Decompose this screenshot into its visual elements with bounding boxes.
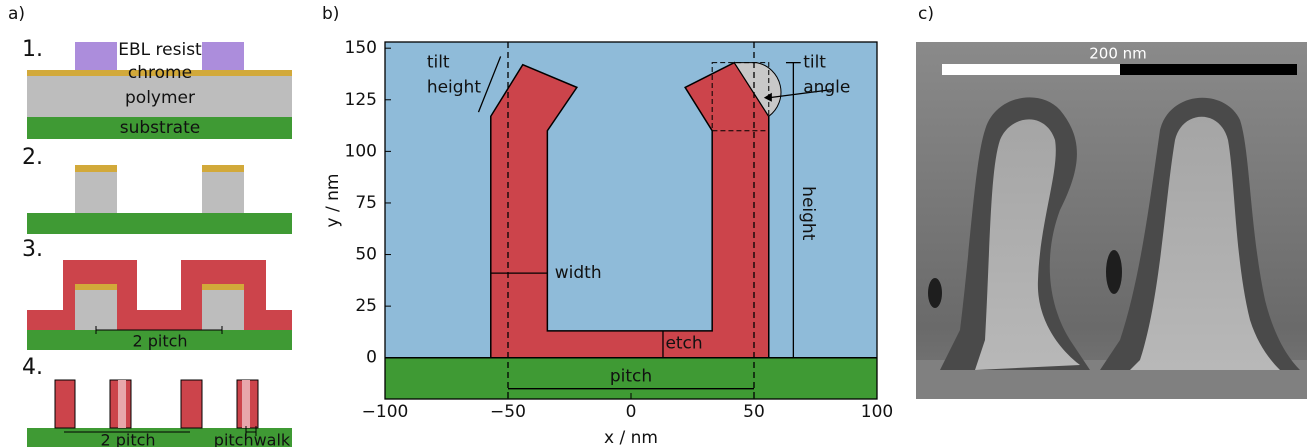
fin-shift xyxy=(118,380,126,428)
sem-void xyxy=(928,278,942,308)
scale-bar xyxy=(942,64,1120,75)
panel-b: b) tilt height width etch pitch height tilt ang… xyxy=(322,4,893,447)
annotation: tilt xyxy=(427,53,450,73)
layer-label: chrome xyxy=(128,63,192,83)
y-axis-label: y / nm xyxy=(323,174,343,228)
x-axis-label: x / nm xyxy=(604,428,658,447)
x-tick-label: 50 xyxy=(743,402,765,422)
pitch-label: 2 pitch xyxy=(132,332,187,351)
y-tick-label: 75 xyxy=(355,193,377,213)
y-tick-label: 25 xyxy=(355,296,377,316)
fin xyxy=(180,379,203,429)
chrome-layer xyxy=(27,70,292,76)
pillar xyxy=(202,290,244,330)
coating xyxy=(27,260,292,330)
panel-label: b) xyxy=(322,4,339,24)
annotation: angle xyxy=(803,77,850,97)
y-tick-label: 125 xyxy=(345,90,377,110)
fin xyxy=(54,379,76,429)
layer-label: EBL resist xyxy=(118,40,202,60)
pillar xyxy=(75,290,117,330)
x-tick-label: −100 xyxy=(362,402,409,422)
x-tick-label: 100 xyxy=(861,402,893,422)
annotation: pitch xyxy=(610,366,652,386)
layer-label: substrate xyxy=(120,118,200,138)
x-tick-label: 0 xyxy=(626,402,637,422)
annotation: height xyxy=(798,186,818,241)
sem-void xyxy=(1106,250,1122,294)
chrome xyxy=(202,284,244,290)
resist xyxy=(75,42,117,70)
substrate xyxy=(27,117,292,139)
annotation: height xyxy=(427,77,482,97)
pitchwalk-label: pitchwalk xyxy=(214,431,291,447)
annotation: etch xyxy=(665,333,702,353)
layer-label: polymer xyxy=(125,88,195,108)
step-number: 2. xyxy=(22,145,43,170)
step-number: 3. xyxy=(22,237,43,262)
substrate xyxy=(27,428,292,447)
step-number: 4. xyxy=(22,355,43,380)
fin-shift xyxy=(242,380,250,428)
tilt-angle-arrow xyxy=(768,88,833,99)
y-tick-label: 0 xyxy=(366,348,377,368)
pillar xyxy=(75,172,117,213)
pitch-bracket xyxy=(64,426,257,436)
substrate xyxy=(27,213,292,234)
annotation: tilt xyxy=(803,53,826,73)
substrate-region xyxy=(385,357,877,399)
y-tick-label: 100 xyxy=(345,141,377,161)
annotation: width xyxy=(555,263,602,283)
pitch-label: 2 pitch xyxy=(100,431,155,447)
arrow-head xyxy=(763,92,772,102)
chrome xyxy=(75,284,117,290)
scale-label: 200 nm xyxy=(1089,45,1147,63)
polymer-layer xyxy=(27,76,292,117)
panel-a: a) 1. EBL resist chrome polymer substrat… xyxy=(8,4,292,447)
y-tick-label: 150 xyxy=(345,38,377,58)
chrome xyxy=(75,165,117,172)
y-tick-label: 50 xyxy=(355,245,377,265)
sem-pillar xyxy=(975,119,1080,370)
pitch-bracket xyxy=(95,326,223,334)
panel-c: c) 200 nm xyxy=(916,4,1307,399)
panel-label: a) xyxy=(8,4,25,24)
panel-label: c) xyxy=(918,4,934,24)
substrate xyxy=(27,330,292,350)
scale-bar xyxy=(1120,64,1297,75)
resist xyxy=(202,42,244,70)
chrome xyxy=(202,165,244,172)
x-tick-label: −50 xyxy=(490,402,526,422)
tilt-angle-wedge xyxy=(733,62,782,118)
sem-pillar xyxy=(1130,116,1280,370)
tilt-height-line xyxy=(477,56,502,113)
pillar xyxy=(202,172,244,213)
step-number: 1. xyxy=(22,37,43,62)
